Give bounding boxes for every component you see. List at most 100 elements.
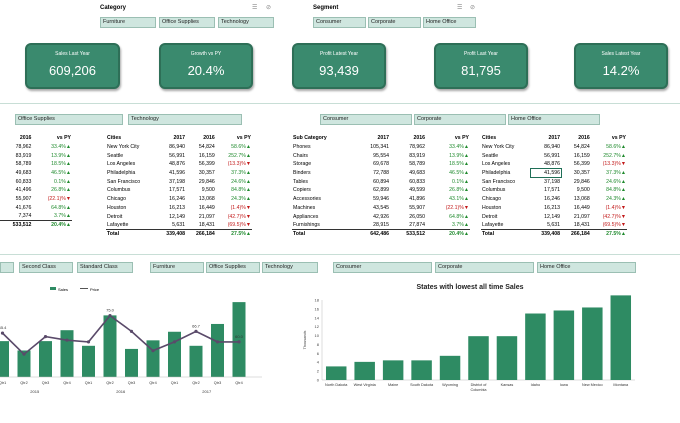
table-cell: Chicago	[107, 196, 127, 203]
trend-down-icon: ▼	[620, 221, 626, 228]
sales-by-city-table-2: Cities 2017 2016 vs PY New York City 86,940 54…	[481, 134, 627, 239]
multiselect-icon[interactable]: ☰	[252, 5, 258, 11]
x-tick-label: Maine	[388, 383, 398, 387]
year-group-label: 2016	[116, 389, 126, 394]
table-cell: (13.3)%▼	[216, 160, 252, 169]
y-tick-label: 2	[317, 369, 320, 374]
y-tick-label: 14	[315, 315, 320, 320]
variance-value: (13.3)%	[227, 161, 246, 168]
variance-value: 24.3%	[606, 196, 621, 203]
clear-filter-icon[interactable]: ⊘	[266, 5, 272, 11]
table-row: Chairs 95,554 83,919 13.9%▲	[292, 151, 470, 160]
variance-value: 64.8%	[51, 204, 66, 211]
variance-value: 24.6%	[606, 178, 621, 185]
slicer-item-standard-class[interactable]: Standard Class	[77, 262, 133, 273]
slicer-item-office-supplies[interactable]: Office Supplies	[206, 262, 260, 273]
slicer-item-corporate[interactable]: Corporate	[368, 17, 421, 28]
slicer-item-furniture[interactable]: Furniture	[100, 17, 156, 28]
table-cell: 24.3%▲	[591, 195, 627, 204]
table-cell: Accessories	[293, 196, 321, 203]
table-total-row: Total 339,408 266,184 27.5%▲	[106, 229, 252, 239]
trend-up-icon: ▲	[245, 178, 251, 185]
total-cell: 20.4%▲	[426, 229, 470, 239]
table-cell: 54,824	[573, 144, 590, 151]
variance-value: 20.4%	[51, 222, 66, 229]
price-point	[151, 349, 155, 353]
slicer-item-technology[interactable]: Technology	[262, 262, 318, 273]
state-sales-bar	[610, 295, 632, 380]
y-tick-label: 16	[315, 306, 320, 311]
y-axis-label: Thousands	[303, 331, 307, 350]
table-cell: Columbus	[107, 187, 131, 194]
section-divider	[0, 103, 680, 104]
table-row: Machines 43,545 55,907 (22.1)%▼	[292, 204, 470, 213]
table-cell: 0.1%▲	[32, 177, 72, 186]
trend-up-icon: ▲	[245, 196, 251, 203]
table-cell: Seattle	[107, 152, 124, 159]
table-row: 55,907 (22.1)%▼	[0, 195, 72, 204]
total-cell: 266,184	[186, 229, 216, 239]
section-divider	[0, 254, 680, 255]
slicer-item-consumer[interactable]: Consumer	[313, 17, 366, 28]
table-cell: Los Angeles	[107, 161, 136, 168]
segment-slicer-title: Segment	[313, 5, 339, 11]
slicer-item-home-office[interactable]: Home Office	[537, 262, 636, 273]
table-row: Copiers 62,899 49,599 26.8%▲	[292, 186, 470, 195]
trend-up-icon: ▲	[245, 170, 251, 177]
table-row: Tables 60,894 60,833 0.1%▲	[292, 177, 470, 186]
variance-value: 3.7%	[54, 213, 66, 220]
slicer-item-consumer[interactable]: Consumer	[333, 262, 432, 273]
kpi-card-sales-latest-year: Sales Latest Year 14.2%	[574, 43, 668, 89]
table-cell: (22.1)%▼	[426, 204, 470, 213]
table-cell: 16,246	[169, 196, 186, 203]
sales-bar	[103, 315, 117, 377]
slicer-item-home-office[interactable]: Home Office	[423, 17, 476, 28]
state-sales-bar	[525, 313, 546, 380]
total-cell: 533,512	[390, 229, 427, 239]
slicer-item-technology[interactable]: Technology	[218, 17, 274, 28]
table-cell: (1.4)%▼	[216, 204, 252, 213]
sales-by-subcategory-table-partial: 2016 vs PY 78,962 33.4%▲ 83,919 13.9%▲ 58,789 1…	[0, 134, 72, 230]
sales-by-subcategory-table: Sub Category 2017 2016 vs PY Phones 105,341 78…	[292, 134, 470, 239]
slicer-item-home-office[interactable]: Home Office	[508, 114, 600, 125]
trend-up-icon: ▲	[245, 152, 251, 159]
table-cell: 69,678	[373, 161, 390, 168]
trend-up-icon: ▲	[463, 221, 469, 228]
slicer-item-consumer[interactable]: Consumer	[320, 114, 412, 125]
table-cell: 3.7%▲	[426, 221, 470, 230]
clear-filter-icon[interactable]: ⊘	[470, 5, 476, 11]
trend-up-icon: ▲	[620, 170, 626, 177]
table-row: Furnishings 28,915 27,874 3.7%▲	[292, 221, 470, 230]
trend-up-icon: ▲	[620, 144, 626, 151]
table-cell: 16,213	[169, 204, 186, 211]
table-cell: 24.6%▲	[216, 177, 252, 186]
trend-up-icon: ▲	[65, 152, 71, 159]
table-cell: 56,991	[544, 152, 561, 159]
table-row: San Francisco 37,198 29,846 24.6%▲	[481, 177, 627, 186]
slicer-item-technology[interactable]: Technology	[128, 114, 242, 125]
slicer-item-corporate[interactable]: Corporate	[414, 114, 506, 125]
trend-up-icon: ▲	[65, 222, 71, 229]
category-slicer-title: Category	[100, 5, 127, 11]
table-cell: 78,962	[15, 144, 32, 151]
slicer-item-office-supplies[interactable]: Office Supplies	[15, 114, 123, 125]
total-cell: 642,486	[354, 229, 391, 239]
variance-value: 64.8%	[449, 213, 464, 220]
y-tick-label: 0	[317, 378, 320, 383]
slicer-item-furniture[interactable]: Furniture	[150, 262, 204, 273]
table-cell: 78,962	[409, 144, 426, 151]
sales-bar	[39, 341, 52, 377]
table-cell: 62,899	[373, 187, 390, 194]
sales-bar	[232, 302, 246, 377]
line-data-label: 66.7	[192, 323, 201, 328]
slicer-item-first-class[interactable]	[0, 262, 14, 273]
table-cell: Detroit	[482, 213, 498, 220]
table-cell: 33.4%▲	[426, 143, 470, 152]
slicer-item-office-supplies[interactable]: Office Supplies	[159, 17, 215, 28]
slicer-item-second-class[interactable]: Second Class	[19, 262, 73, 273]
table-cell: 64.8%▲	[426, 212, 470, 221]
table-cell: Storage	[293, 161, 312, 168]
table-cell: 27,874	[409, 221, 426, 228]
multiselect-icon[interactable]: ☰	[457, 5, 463, 11]
slicer-item-corporate[interactable]: Corporate	[435, 262, 534, 273]
